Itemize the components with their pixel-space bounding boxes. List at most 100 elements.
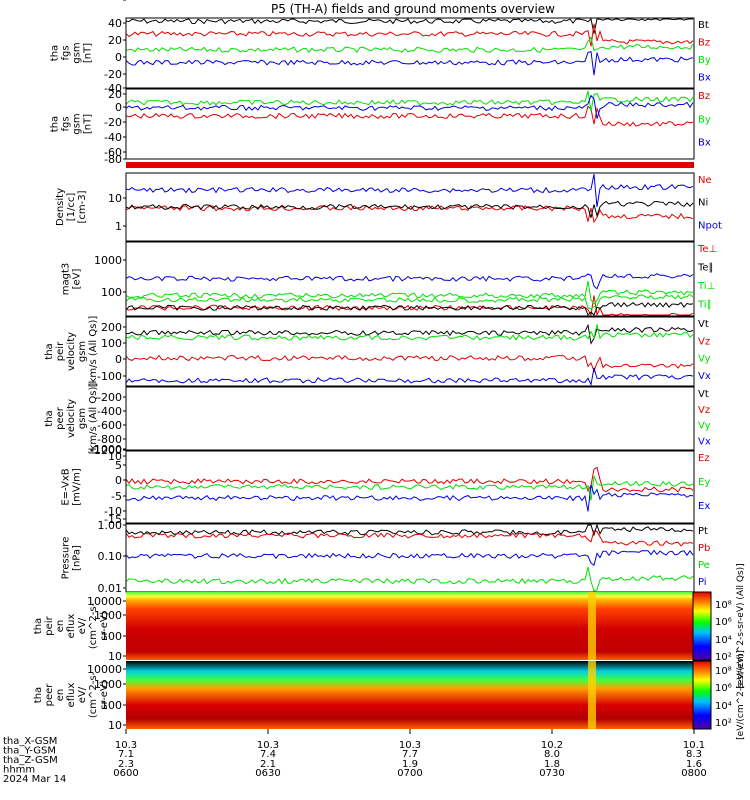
y-label-line: [nT] xyxy=(83,114,94,134)
series-line-Ey xyxy=(125,475,694,501)
y-label-line: eV/ xyxy=(77,686,88,703)
y-label-line: eV/ xyxy=(77,617,88,634)
colorbar-tick-label: 10² xyxy=(715,652,732,663)
y-label-line: tha xyxy=(44,343,55,359)
legend-Vy: Vy xyxy=(698,421,711,432)
y-axis-label: Pressure [nPa] xyxy=(61,537,83,580)
y-label-line: tha xyxy=(50,116,61,132)
legend-Ti⊥: Ti⊥ xyxy=(697,281,715,292)
series-line-Ni xyxy=(125,200,694,218)
y-label-line: Pressure xyxy=(61,537,72,580)
y-label-line: (cm^2-s- xyxy=(88,671,99,718)
x-tick-label: 7.4 xyxy=(260,749,276,760)
series-line-Ex xyxy=(125,484,694,512)
position-label: tha_Y-GSM xyxy=(3,746,56,757)
y-tick-label: 10 xyxy=(108,192,122,205)
y-axis-label: tha peer velocity gsm [km/s (All Qs)] xyxy=(44,383,99,455)
legend-Vz: Vz xyxy=(698,405,710,416)
series-line-By xyxy=(125,36,694,54)
series-line-Npot xyxy=(125,174,694,207)
y-axis-label: Density [1/cc] [cm-3] xyxy=(55,188,88,226)
panel-temperature: Te⊥ Te∥ Ti⊥ Ti∥ 1000 100 magt3 [eV] xyxy=(61,241,717,317)
y-tick-label: 0 xyxy=(115,474,122,487)
colorbar-tick-label: 10⁶ xyxy=(715,617,732,628)
panel-pressure: Pt Pb Pe Pi 1.00 0.10 0.01 Pressure [nPa] xyxy=(61,519,711,595)
legend-Bx: Bx xyxy=(698,138,711,149)
y-tick-label: -400 xyxy=(97,405,122,418)
y-tick-label: 0.10 xyxy=(98,550,123,563)
panel-frame xyxy=(125,88,695,160)
position-label: tha_Z-GSM xyxy=(3,755,58,766)
y-label-line: sr-eV) xyxy=(99,611,110,640)
legend-Bx: Bx xyxy=(698,73,711,84)
series-line-Ti∥ xyxy=(125,293,694,310)
legend-Bz: Bz xyxy=(698,38,710,49)
y-axis-label: tha fgs gsm [nT] xyxy=(50,113,94,134)
y-label-line: E=-VxB xyxy=(61,468,72,505)
legend-Bz: Bz xyxy=(698,91,710,102)
y-label-line: velocity xyxy=(66,332,77,371)
series-line-Vx xyxy=(125,367,694,387)
legend-Vt: Vt xyxy=(698,389,709,400)
series-line-Ne xyxy=(125,205,694,224)
y-label-line: eflux xyxy=(66,683,77,708)
y-label-line: gsm xyxy=(72,113,83,134)
y-label-line: peir xyxy=(44,615,55,635)
position-label: hhmm xyxy=(3,765,35,776)
y-tick-label: 0 xyxy=(115,353,122,366)
y-tick-label: -20 xyxy=(104,116,122,129)
y-label-line: (cm^2-s- xyxy=(88,602,99,649)
x-tick-label: 2.3 xyxy=(118,759,134,770)
y-tick-label: 100 xyxy=(101,337,122,350)
y-tick-label: -1400 xyxy=(90,0,122,3)
legend-Ti∥: Ti∥ xyxy=(697,300,712,311)
y-label-line: [km/s (All Qs)] xyxy=(88,316,99,388)
mode-bar xyxy=(126,162,694,168)
panel-peer_velocity: VtVzVyVx-200-400-600-800-1000-1200-1400t… xyxy=(44,0,711,457)
panel-frame xyxy=(125,316,695,387)
y-label-line: tha xyxy=(33,687,44,703)
y-tick-label: 1000 xyxy=(94,254,122,267)
y-axis-label: magt3 [eV] xyxy=(61,263,83,296)
x-tick-label: 10.2 xyxy=(541,740,563,751)
x-tick-label: 8.0 xyxy=(544,749,560,760)
y-tick-label: -1200 xyxy=(90,444,122,457)
y-label-line: fgs xyxy=(61,45,72,60)
y-tick-label: 10000 xyxy=(87,595,122,608)
series-line-Vz xyxy=(125,354,694,373)
panel-frame xyxy=(125,386,695,451)
y-tick-label: 100 xyxy=(101,286,122,299)
y-tick-label: 1000 xyxy=(94,678,122,691)
x-tick-label: 0800 xyxy=(681,768,706,779)
series-line-trace4 xyxy=(125,273,694,290)
series-line-Te∥ xyxy=(125,301,694,316)
x-tick-label: 1.9 xyxy=(402,759,418,770)
y-tick-label: -1000 xyxy=(90,443,122,456)
y-label-line: eflux xyxy=(66,614,77,639)
y-tick-label: 1.00 xyxy=(98,519,123,532)
y-label-line: sr-eV) xyxy=(99,680,110,709)
x-tick-label: 10.1 xyxy=(683,740,705,751)
y-tick-label: -80 xyxy=(104,153,122,166)
panel-peir_en: 10⁸ 10⁶ 10⁴ 10² [eV/(cm^2-s-sr-eV) (All Qs)]… xyxy=(33,563,746,688)
y-label-line: gsm xyxy=(77,408,88,429)
x-tick-label: 1.8 xyxy=(544,759,560,770)
y-label-line: [mV/m] xyxy=(72,468,83,506)
legend-Vx: Vx xyxy=(698,371,711,382)
legend-Vt: Vt xyxy=(698,319,709,330)
y-label-line: [eV] xyxy=(72,269,83,290)
spectrogram-event xyxy=(588,661,596,729)
y-tick-label: 20 xyxy=(108,88,122,101)
y-label-line: gsm xyxy=(72,42,83,63)
y-tick-label: 0 xyxy=(115,101,122,114)
legend-Vz: Vz xyxy=(698,336,710,347)
position-label: tha_X-GSM xyxy=(3,736,57,747)
x-tick-label: 0630 xyxy=(255,768,280,779)
y-tick-label: 0.01 xyxy=(98,582,123,595)
colorbar-title: [eV/(cm^2-s-sr-eV)] xyxy=(736,650,746,740)
x-tick-label: 10.3 xyxy=(399,740,421,751)
y-label-line: magt3 xyxy=(61,263,72,296)
